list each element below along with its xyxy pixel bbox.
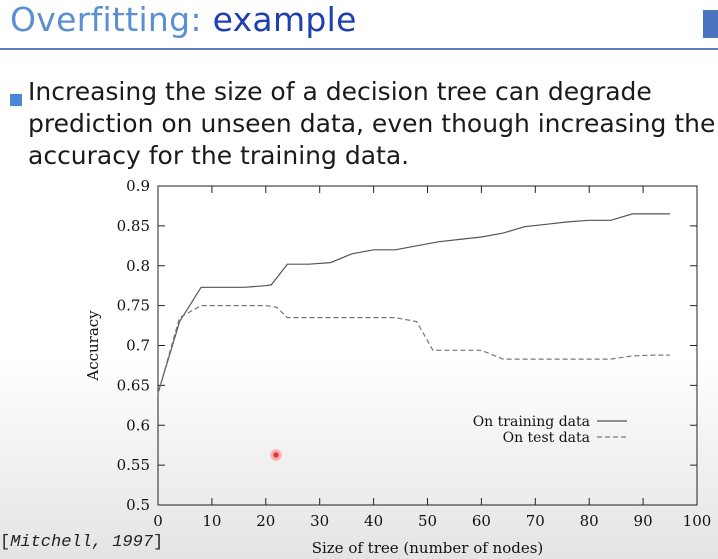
series-line-test xyxy=(157,305,670,394)
x-tick-label: 60 xyxy=(472,512,491,530)
y-tick-label: 0.6 xyxy=(126,416,150,434)
x-tick-label: 10 xyxy=(202,512,221,530)
x-axis-label: Size of tree (number of nodes) xyxy=(312,539,544,557)
accuracy-chart: 0.5 0.55 0.6 0.65 0.7 0.75 0.8 0.85 0.9 0 10 20 30 40… xyxy=(84,177,712,557)
bullet-square-icon xyxy=(10,94,22,106)
citation-open: [ xyxy=(0,533,11,552)
bullet-text: Increasing the size of a decision tree c… xyxy=(28,77,716,170)
x-tick-label: 30 xyxy=(310,512,329,530)
legend-label: On test data xyxy=(503,430,590,446)
x-tick-label: 50 xyxy=(418,512,437,530)
citation: [Mitchell, 1997] xyxy=(0,533,163,552)
slide-title: Overfitting: example xyxy=(10,0,357,39)
y-tick-label: 0.7 xyxy=(126,337,150,355)
title-accent: example xyxy=(212,0,357,39)
y-tick-label: 0.8 xyxy=(126,257,150,275)
cursor-pointer xyxy=(270,449,282,461)
y-tick-label: 0.75 xyxy=(117,297,150,315)
x-tick-label: 100 xyxy=(683,512,712,530)
y-tick-label: 0.85 xyxy=(117,217,150,235)
x-tick-label: 70 xyxy=(526,512,545,530)
corner-decoration xyxy=(703,10,718,38)
title-underline xyxy=(0,48,718,50)
x-tick-label: 90 xyxy=(634,512,653,530)
y-tick-label: 0.55 xyxy=(117,456,150,474)
citation-close: ] xyxy=(153,533,164,552)
x-tick-label: 80 xyxy=(580,512,599,530)
y-tick-label: 0.5 xyxy=(126,496,150,514)
title-main: Overfitting: xyxy=(10,0,213,39)
plot-frame xyxy=(157,185,698,506)
x-tick-label: 20 xyxy=(256,512,275,530)
citation-author: Mitchell, 1997 xyxy=(10,533,154,552)
y-tick-label: 0.65 xyxy=(117,376,150,394)
y-tick-label: 0.9 xyxy=(126,177,150,195)
x-tick-label: 0 xyxy=(153,512,163,530)
x-tick-label: 40 xyxy=(364,512,383,530)
y-axis-label: Accuracy xyxy=(84,310,102,382)
legend-label: On training data xyxy=(473,414,590,430)
series-line-training xyxy=(157,213,670,394)
